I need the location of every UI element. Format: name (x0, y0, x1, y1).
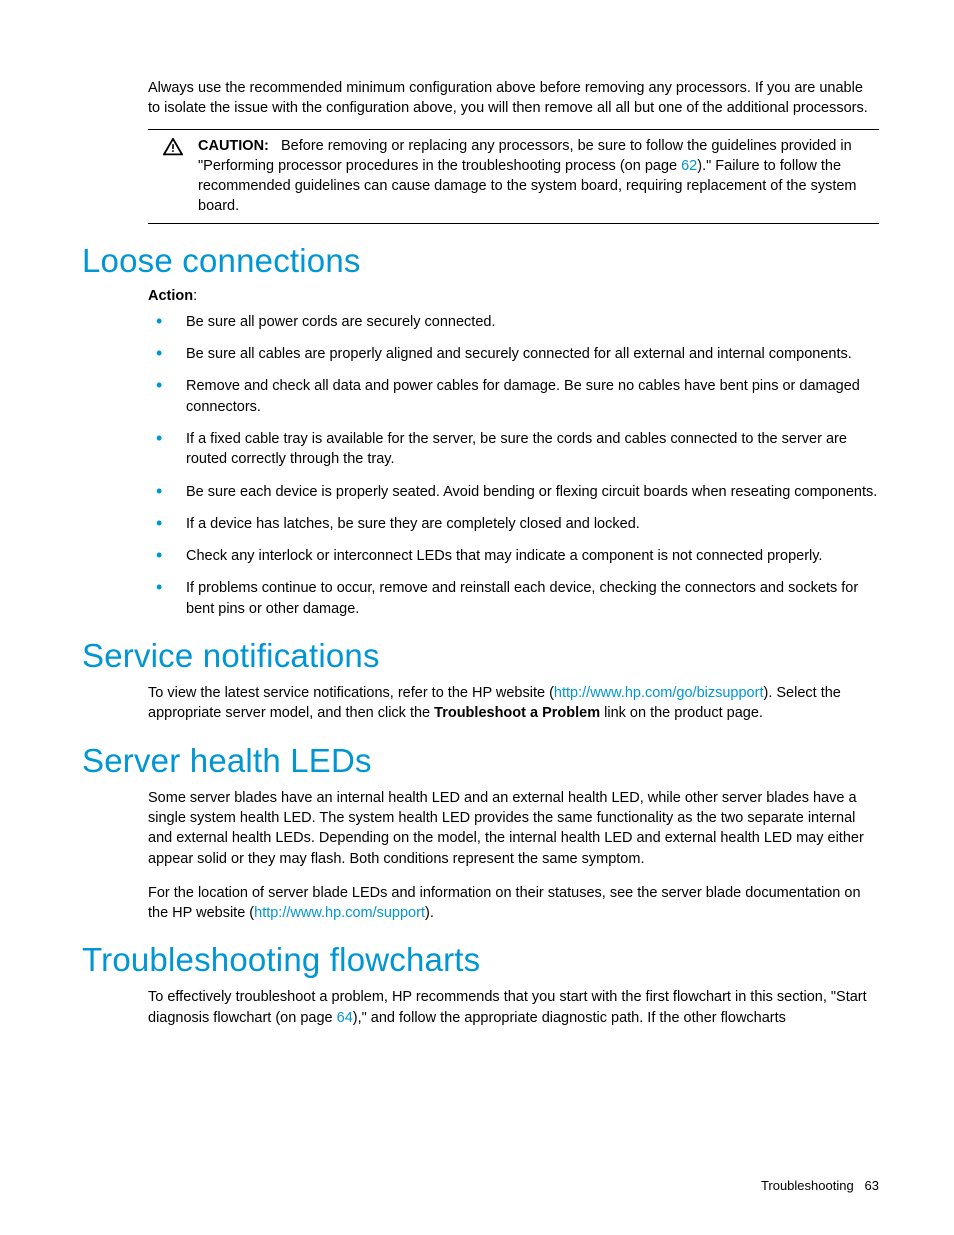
caution-text: CAUTION: Before removing or replacing an… (198, 136, 879, 217)
server-health-para2: For the location of server blade LEDs an… (148, 883, 879, 924)
action-list: Be sure all power cords are securely con… (148, 312, 879, 619)
list-item: If a device has latches, be sure they ar… (148, 514, 879, 534)
heading-service-notifications: Service notifications (82, 637, 879, 675)
page-link-62[interactable]: 62 (681, 158, 697, 174)
list-item: Be sure all power cords are securely con… (148, 312, 879, 332)
heading-loose-connections: Loose connections (82, 242, 879, 280)
text-before-link: To view the latest service notifications… (148, 685, 554, 701)
document-page: Always use the recommended minimum confi… (0, 0, 954, 1235)
heading-server-health-leds: Server health LEDs (82, 742, 879, 780)
list-item: Be sure each device is properly seated. … (148, 482, 879, 502)
page-link-64[interactable]: 64 (337, 1010, 353, 1026)
bizsupport-link[interactable]: http://www.hp.com/go/bizsupport (554, 685, 764, 701)
list-item: If a fixed cable tray is available for t… (148, 429, 879, 470)
service-notifications-paragraph: To view the latest service notifications… (148, 683, 879, 724)
heading-troubleshooting-flowcharts: Troubleshooting flowcharts (82, 941, 879, 979)
footer-section: Troubleshooting (761, 1178, 854, 1193)
page-footer: Troubleshooting 63 (761, 1178, 879, 1193)
support-link[interactable]: http://www.hp.com/support (254, 905, 425, 921)
server-health-para1: Some server blades have an internal heal… (148, 788, 879, 869)
troubleshoot-link-bold: Troubleshoot a Problem (434, 705, 600, 721)
caution-label: CAUTION: (198, 138, 269, 154)
action-label: Action: (148, 288, 879, 304)
intro-paragraph: Always use the recommended minimum confi… (148, 78, 879, 119)
text-tail: link on the product page. (600, 705, 763, 721)
list-item: Check any interlock or interconnect LEDs… (148, 546, 879, 566)
caution-box: CAUTION: Before removing or replacing an… (148, 129, 879, 224)
text-after-link: ). (425, 905, 434, 921)
caution-icon (148, 136, 198, 217)
text-after-link: )," and follow the appropriate diagnosti… (353, 1010, 786, 1026)
footer-page-number: 63 (865, 1178, 879, 1193)
list-item: Remove and check all data and power cabl… (148, 376, 879, 417)
list-item: If problems continue to occur, remove an… (148, 578, 879, 619)
list-item: Be sure all cables are properly aligned … (148, 344, 879, 364)
flowcharts-paragraph: To effectively troubleshoot a problem, H… (148, 987, 879, 1028)
